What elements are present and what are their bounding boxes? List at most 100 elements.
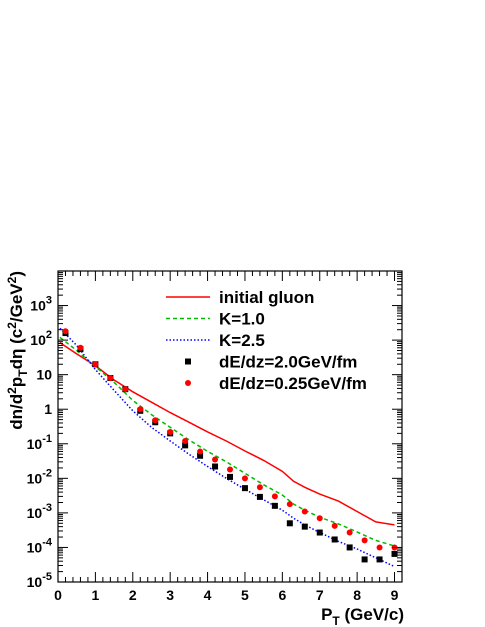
series-3-point-19 <box>346 544 353 551</box>
y-tick-label-base-5: 1 <box>44 401 52 417</box>
series-4-point-9 <box>197 448 204 455</box>
series-3-point-15 <box>286 520 293 527</box>
series-line-0 <box>59 341 395 526</box>
legend-label-3: dE/dz=2.0GeV/fm <box>219 353 357 372</box>
legend-swatch-4 <box>185 380 191 386</box>
series-3-point-21 <box>376 556 383 563</box>
x-tick-label-7: 7 <box>316 587 324 603</box>
x-tick-label-6: 6 <box>278 587 286 603</box>
series-4-point-8 <box>182 438 189 445</box>
y-tick-label-base-0: 10 <box>27 574 43 590</box>
series-4-point-17 <box>316 515 323 522</box>
series-3-point-10 <box>212 463 219 470</box>
y-tick-label-3: 10-2 <box>27 467 52 486</box>
y-tick-label-2: 10-3 <box>27 502 52 521</box>
series-3-point-13 <box>256 493 263 500</box>
x-axis-title: PT (GeV/c) <box>321 605 404 627</box>
series-4-point-2 <box>92 361 99 368</box>
y-tick-label-exp-1: -4 <box>42 536 53 548</box>
series-4-point-18 <box>331 522 338 529</box>
y-tick-label-8: 103 <box>30 295 52 314</box>
y-axis-title-part1: dn/d <box>7 394 26 430</box>
legend-label-4: dE/dz=0.25GeV/fm <box>219 374 367 393</box>
x-tick-label-9: 9 <box>391 587 399 603</box>
y-axis-title-part2: p <box>7 377 26 387</box>
series-4-point-19 <box>346 529 353 536</box>
series-layer <box>59 327 398 568</box>
series-3-point-18 <box>331 536 338 543</box>
y-tick-label-0: 10-5 <box>27 571 52 590</box>
y-tick-label-base-8: 10 <box>30 298 46 314</box>
y-tick-label-exp-2: -3 <box>42 502 52 514</box>
y-tick-label-exp-8: 3 <box>46 295 52 307</box>
series-4-point-0 <box>62 328 69 335</box>
x-tick-label-8: 8 <box>353 587 361 603</box>
x-tick-label-1: 1 <box>91 587 99 603</box>
y-tick-label-base-4: 10 <box>27 436 43 452</box>
x-axis-title-main: P <box>321 605 332 624</box>
series-line-1 <box>59 336 395 547</box>
x-tick-label-4: 4 <box>204 587 212 603</box>
series-4-point-5 <box>137 406 144 413</box>
legend-label-1: K=1.0 <box>219 310 265 329</box>
x-tick-label-0: 0 <box>54 587 62 603</box>
y-axis-title-sup2: 2 <box>5 322 19 329</box>
y-tick-label-exp-4: -1 <box>42 433 52 445</box>
y-axis-title-sup1: 2 <box>5 387 19 394</box>
y-axis-title-part5: ) <box>7 271 26 277</box>
y-axis-title: dn/d2pTdη (c2/GeV2) <box>5 271 30 430</box>
y-axis-title-sup3: 2 <box>5 276 19 283</box>
series-3-point-20 <box>361 556 368 563</box>
series-3-point-11 <box>227 473 233 480</box>
y-tick-label-exp-0: -5 <box>42 571 52 583</box>
legend: initial gluon K=1.0 K=2.5 dE/dz=2.0GeV/fm dE… <box>166 288 367 393</box>
series-3-point-12 <box>241 485 248 492</box>
y-tick-label-base-3: 10 <box>27 470 43 486</box>
series-4-point-6 <box>152 417 159 424</box>
x-tick-label-3: 3 <box>166 587 174 603</box>
series-3-point-9 <box>197 452 204 459</box>
series-4-point-16 <box>301 508 308 515</box>
x-axis-title-sub: T <box>332 614 340 627</box>
series-3-point-8 <box>182 442 189 449</box>
series-4-point-4 <box>122 386 129 393</box>
y-axis-title-sub: T <box>16 369 30 377</box>
series-4-point-12 <box>241 475 248 482</box>
x-axis-title-unit: (GeV/c) <box>340 605 404 624</box>
series-3-point-22 <box>391 550 398 557</box>
series-4-point-3 <box>107 375 114 382</box>
series-4-point-11 <box>227 466 233 473</box>
series-4-point-13 <box>256 484 263 491</box>
series-4-point-1 <box>77 344 84 351</box>
series-4-point-7 <box>167 428 174 435</box>
y-axis-title-part3: dη (c <box>7 329 26 370</box>
y-tick-label-exp-3: -2 <box>42 467 52 479</box>
series-4-point-15 <box>286 501 293 508</box>
y-tick-label-7: 102 <box>30 329 52 348</box>
legend-swatch-3 <box>185 358 191 365</box>
series-4-point-21 <box>376 544 383 551</box>
series-4-point-14 <box>271 493 278 500</box>
y-tick-label-base-7: 10 <box>30 332 46 348</box>
series-3-point-16 <box>301 523 308 530</box>
legend-label-0: initial gluon <box>219 288 314 307</box>
series-3-point-14 <box>271 502 278 509</box>
y-tick-label-5: 1 <box>44 401 52 417</box>
y-axis-title-part4: /GeV <box>7 283 26 322</box>
y-tick-label-exp-7: 2 <box>46 329 52 341</box>
y-tick-label-6: 10 <box>36 367 52 383</box>
y-tick-label-1: 10-4 <box>27 536 53 555</box>
series-3-point-17 <box>316 529 323 536</box>
x-tick-label-2: 2 <box>129 587 137 603</box>
series-4-point-10 <box>212 456 219 463</box>
legend-label-2: K=2.5 <box>219 331 265 350</box>
y-tick-label-base-1: 10 <box>27 539 43 555</box>
y-tick-label-base-6: 10 <box>36 367 52 383</box>
x-tick-label-5: 5 <box>241 587 249 603</box>
series-4-point-20 <box>361 537 368 544</box>
y-tick-label-4: 10-1 <box>27 433 52 452</box>
y-tick-label-base-2: 10 <box>27 505 43 521</box>
